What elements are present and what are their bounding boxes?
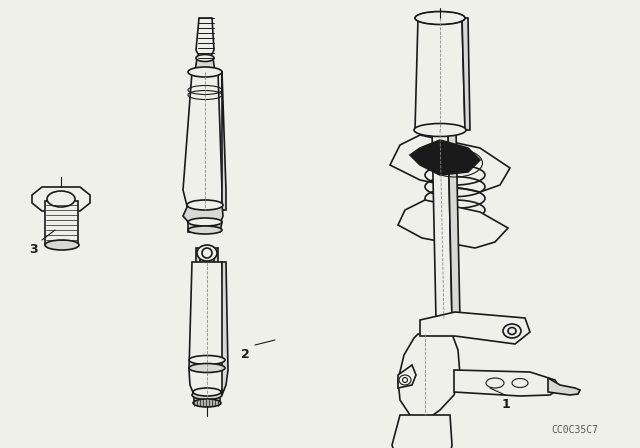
Ellipse shape — [193, 388, 221, 396]
Polygon shape — [222, 262, 228, 395]
Text: 1: 1 — [502, 398, 511, 411]
Ellipse shape — [192, 391, 222, 400]
Ellipse shape — [189, 363, 225, 372]
Ellipse shape — [403, 378, 408, 383]
Ellipse shape — [196, 55, 214, 61]
Polygon shape — [390, 135, 510, 192]
Text: 3: 3 — [29, 243, 38, 256]
Ellipse shape — [47, 191, 75, 207]
Polygon shape — [183, 205, 223, 228]
Polygon shape — [218, 72, 226, 210]
Polygon shape — [32, 187, 90, 211]
Polygon shape — [195, 58, 215, 76]
Polygon shape — [448, 130, 460, 320]
Ellipse shape — [415, 12, 465, 25]
Polygon shape — [183, 72, 222, 210]
Polygon shape — [392, 415, 452, 448]
Polygon shape — [462, 18, 470, 130]
Polygon shape — [196, 248, 200, 265]
Ellipse shape — [197, 245, 217, 261]
Polygon shape — [188, 222, 222, 232]
Ellipse shape — [188, 67, 222, 77]
Polygon shape — [432, 130, 452, 320]
Polygon shape — [454, 370, 560, 396]
Polygon shape — [196, 18, 214, 62]
Ellipse shape — [193, 399, 221, 407]
Ellipse shape — [399, 375, 411, 385]
Ellipse shape — [508, 327, 516, 335]
Ellipse shape — [188, 226, 222, 234]
Polygon shape — [398, 200, 508, 248]
Polygon shape — [548, 378, 580, 395]
Text: 2: 2 — [241, 348, 250, 361]
Ellipse shape — [202, 248, 212, 258]
Ellipse shape — [503, 324, 521, 338]
Ellipse shape — [414, 124, 466, 137]
Polygon shape — [410, 140, 480, 175]
Polygon shape — [415, 18, 465, 130]
Polygon shape — [189, 262, 225, 400]
Ellipse shape — [45, 240, 79, 250]
Polygon shape — [398, 365, 416, 388]
Text: CC0C35C7: CC0C35C7 — [552, 425, 598, 435]
Polygon shape — [194, 392, 220, 403]
Ellipse shape — [189, 356, 225, 365]
Ellipse shape — [188, 218, 222, 226]
Ellipse shape — [187, 200, 223, 210]
Polygon shape — [420, 312, 530, 344]
Polygon shape — [45, 201, 78, 245]
Polygon shape — [214, 248, 218, 265]
Polygon shape — [398, 334, 460, 420]
